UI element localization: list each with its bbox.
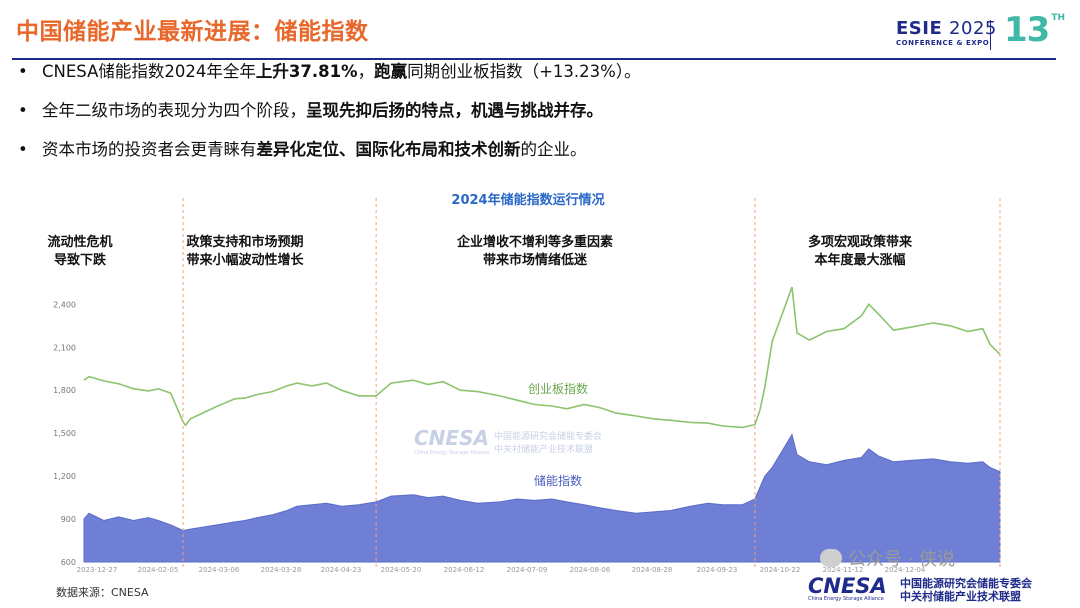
cnesa-cn-name: 中国能源研究会储能专委会 中关村储能产业技术联盟 bbox=[900, 577, 1032, 603]
anniversary-logo: 13 TH bbox=[1004, 10, 1065, 50]
header-rule bbox=[12, 58, 1056, 60]
phase-label: 流动性危机 bbox=[47, 234, 112, 250]
bullet-item: • 全年二级市场的表现分为四个阶段，呈现先抑后扬的特点，机遇与挑战并存。 bbox=[18, 101, 641, 121]
x-tick-label: 2024-03-28 bbox=[261, 566, 302, 574]
x-tick-label: 2024-06-12 bbox=[444, 566, 485, 574]
bullet-text: CNESA储能指数2024年全年 bbox=[42, 62, 256, 81]
y-tick-label: 2,100 bbox=[53, 343, 76, 352]
logo-divider bbox=[990, 20, 991, 50]
esie-logo-sub: CONFERENCE & EXPO bbox=[896, 39, 990, 47]
esie-logo-year: 2025 bbox=[949, 18, 997, 39]
chart-watermark-cn2: 中关村储能产业技术联盟 bbox=[494, 443, 593, 455]
cnesa-logo-text: CNESA bbox=[808, 574, 887, 598]
phase-label: 带来市场情绪低迷 bbox=[483, 252, 588, 268]
x-tick-label: 2024-02-05 bbox=[138, 566, 179, 574]
y-tick-label: 2,400 bbox=[53, 300, 76, 309]
bullet-dot: • bbox=[18, 140, 28, 159]
wechat-watermark: 公众号 · 侠说 bbox=[820, 545, 955, 571]
chart-watermark-cnesa-sub: China Energy Storage Alliance bbox=[414, 450, 490, 456]
phase-label: 本年度最大涨幅 bbox=[814, 252, 905, 268]
x-tick-label: 2024-11-12 bbox=[823, 566, 864, 574]
chinext-series-label: 创业板指数 bbox=[528, 381, 588, 396]
phase-label: 企业增收不增利等多重因素 bbox=[456, 234, 613, 250]
esie-logo: ESIE 2025 CONFERENCE & EXPO bbox=[896, 18, 997, 47]
chart-watermark-cnesa: CNESA bbox=[414, 426, 489, 450]
bullet-text: 同期创业板指数（+13.23%）。 bbox=[407, 62, 641, 81]
bullet-emphasis: 上升37.81% bbox=[255, 62, 358, 81]
cnesa-cn-line1: 中国能源研究会储能专委会 bbox=[900, 577, 1032, 590]
bullet-emphasis: 跑赢 bbox=[374, 62, 408, 81]
bullet-text: ， bbox=[357, 62, 375, 81]
bullet-dot: • bbox=[18, 101, 28, 120]
data-source: 数据来源：CNESA bbox=[56, 586, 149, 599]
x-tick-label: 2024-12-04 bbox=[885, 566, 926, 574]
phase-label: 带来小幅波动性增长 bbox=[186, 252, 304, 268]
x-tick-label: 2024-03-06 bbox=[199, 566, 240, 574]
x-tick-label: 2023-12-27 bbox=[77, 566, 118, 574]
y-tick-label: 1,500 bbox=[53, 429, 76, 438]
bullet-text: 的企业。 bbox=[520, 140, 587, 159]
slide-title: 中国储能产业最新进展：储能指数 bbox=[16, 12, 369, 46]
bullet-text: 全年二级市场的表现分为四个阶段， bbox=[42, 101, 306, 120]
energy-storage-index-area bbox=[83, 433, 1001, 563]
bullet-item: • CNESA储能指数2024年全年上升37.81%，跑赢同期创业板指数（+13.… bbox=[18, 62, 641, 82]
anniversary-suffix: TH bbox=[1051, 13, 1065, 23]
wechat-watermark-text: 公众号 · 侠说 bbox=[848, 549, 956, 570]
chinext-index-line bbox=[83, 286, 1001, 429]
x-tick-label: 2024-09-23 bbox=[697, 566, 738, 574]
x-tick-label: 2024-07-09 bbox=[507, 566, 548, 574]
index-chart: 2024年储能指数运行情况 600 900 1,200 1,500 1,800 2,100 2… bbox=[47, 192, 1001, 574]
y-tick-label: 900 bbox=[61, 515, 76, 524]
x-tick-label: 2024-10-22 bbox=[760, 566, 801, 574]
slide-title-topic: 储能指数 bbox=[274, 19, 369, 45]
phase-label: 导致下跌 bbox=[54, 252, 107, 268]
bullet-dot: • bbox=[18, 62, 28, 81]
wechat-icon bbox=[820, 549, 842, 567]
slide-title-main: 中国储能产业最新进展： bbox=[16, 19, 275, 45]
bullet-list: • CNESA储能指数2024年全年上升37.81%，跑赢同期创业板指数（+13.… bbox=[18, 62, 641, 179]
cnesa-cn-line2: 中关村储能产业技术联盟 bbox=[900, 590, 1021, 603]
chart-watermark-cn1: 中国能源研究会储能专委会 bbox=[494, 430, 602, 442]
phase-label: 政策支持和市场预期 bbox=[186, 234, 303, 250]
y-tick-label: 1,200 bbox=[53, 472, 76, 481]
anniversary-number: 13 bbox=[1004, 10, 1050, 50]
bullet-emphasis: 差异化定位、国际化布局和技术创新 bbox=[256, 140, 521, 159]
bullet-text: 资本市场的投资者会更青睐有 bbox=[42, 140, 257, 159]
esie-logo-main: ESIE bbox=[896, 18, 943, 39]
chart-title: 2024年储能指数运行情况 bbox=[451, 192, 604, 208]
y-tick-label: 600 bbox=[61, 558, 76, 567]
phase-label: 多项宏观政策带来 bbox=[808, 234, 913, 250]
bullet-item: • 资本市场的投资者会更青睐有差异化定位、国际化布局和技术创新的企业。 bbox=[18, 140, 641, 160]
x-tick-label: 2024-08-06 bbox=[570, 566, 611, 574]
cnesa-logo-sub: China Energy Storage Alliance bbox=[808, 596, 884, 602]
cnesa-logo: CNESA China Energy Storage Alliance bbox=[808, 574, 887, 602]
energy-storage-series-label: 储能指数 bbox=[534, 473, 582, 488]
x-tick-label: 2024-08-28 bbox=[632, 566, 673, 574]
y-tick-label: 1,800 bbox=[53, 386, 76, 395]
bullet-emphasis: 呈现先抑后扬的特点，机遇与挑战并存。 bbox=[306, 101, 603, 120]
x-tick-label: 2024-05-20 bbox=[381, 566, 422, 574]
x-tick-label: 2024-04-23 bbox=[321, 566, 362, 574]
